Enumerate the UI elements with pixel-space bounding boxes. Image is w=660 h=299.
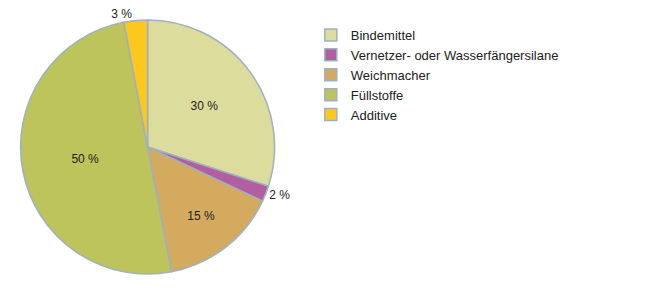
svg-text:Vernetzer- oder Wasserfängersi: Vernetzer- oder Wasserfängersilane: [351, 48, 559, 63]
svg-text:Bindemittel: Bindemittel: [351, 28, 415, 43]
svg-text:15 %: 15 %: [187, 209, 215, 223]
svg-text:50 %: 50 %: [71, 152, 99, 166]
svg-text:Weichmacher: Weichmacher: [351, 68, 431, 83]
svg-text:2 %: 2 %: [269, 188, 290, 202]
svg-text:Additive: Additive: [351, 108, 397, 123]
svg-text:Füllstoffe: Füllstoffe: [351, 88, 404, 103]
svg-text:30 %: 30 %: [191, 99, 219, 113]
svg-text:3 %: 3 %: [111, 7, 132, 21]
